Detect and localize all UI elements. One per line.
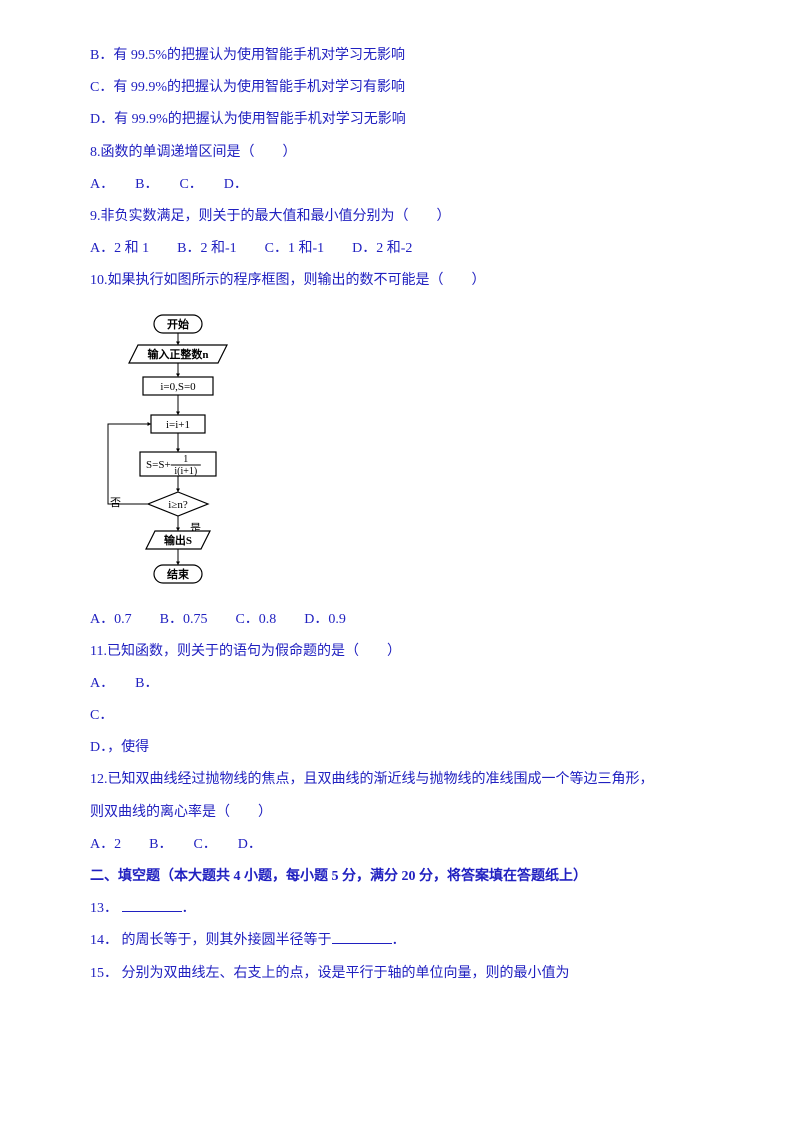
q10-options: A．0.7 B．0.75 C．0.8 D．0.9 bbox=[90, 604, 710, 636]
q11-option-ab: A． B． bbox=[90, 668, 710, 700]
q11-option-c: C． bbox=[90, 700, 710, 732]
q8-options: A． B． C． D． bbox=[90, 169, 710, 201]
svg-text:输入正整数n: 输入正整数n bbox=[147, 347, 208, 361]
q9-stem: 9.非负实数满足，则关于的最大值和最小值分别为（ ） bbox=[90, 201, 710, 233]
flowchart-figure: 是否开始输入正整数ni=0,S=0i=i+1S=S+1i(i+1)i≥n?输出S… bbox=[90, 306, 710, 596]
q7-option-b: B．有 99.5%的把握认为使用智能手机对学习无影响 bbox=[90, 40, 710, 72]
svg-text:i=i+1: i=i+1 bbox=[166, 419, 190, 431]
q13-blank[interactable] bbox=[122, 898, 182, 912]
section-2-heading: 二、填空题（本大题共 4 小题，每小题 5 分，满分 20 分，将答案填在答题纸… bbox=[90, 861, 710, 893]
svg-text:输出S: 输出S bbox=[164, 533, 192, 547]
svg-text:S=S+: S=S+ bbox=[146, 459, 171, 471]
svg-text:i(i+1): i(i+1) bbox=[174, 466, 197, 477]
q12-options: A．2 B． C． D． bbox=[90, 829, 710, 861]
svg-text:1: 1 bbox=[183, 454, 188, 465]
q12-stem-2: 则双曲线的离心率是（ ） bbox=[90, 797, 710, 829]
q14-post: ． bbox=[392, 933, 406, 948]
q10-stem: 10.如果执行如图所示的程序框图，则输出的数不可能是（ ） bbox=[90, 265, 710, 297]
q7-option-c: C．有 99.9%的把握认为使用智能手机对学习有影响 bbox=[90, 72, 710, 104]
q14-pre: 14． 的周长等于，则其外接圆半径等于 bbox=[90, 933, 332, 948]
q14-blank[interactable] bbox=[332, 930, 392, 944]
svg-text:i≥n?: i≥n? bbox=[168, 499, 188, 511]
svg-text:开始: 开始 bbox=[167, 317, 189, 331]
q13: 13． ． bbox=[90, 893, 710, 925]
q11-stem: 11.已知函数，则关于的语句为假命题的是（ ） bbox=[90, 636, 710, 668]
q14: 14． 的周长等于，则其外接圆半径等于 ． bbox=[90, 925, 710, 957]
svg-text:结束: 结束 bbox=[166, 567, 190, 581]
svg-text:否: 否 bbox=[110, 497, 121, 509]
q9-options: A．2 和 1 B．2 和-1 C．1 和-1 D．2 和-2 bbox=[90, 233, 710, 265]
q13-pre: 13． bbox=[90, 901, 122, 916]
q7-option-d: D．有 99.9%的把握认为使用智能手机对学习无影响 bbox=[90, 104, 710, 136]
q11-option-d: D．，使得 bbox=[90, 732, 710, 764]
flowchart-svg: 是否开始输入正整数ni=0,S=0i=i+1S=S+1i(i+1)i≥n?输出S… bbox=[90, 306, 265, 596]
q12-stem-1: 12.已知双曲线经过抛物线的焦点，且双曲线的渐近线与抛物线的准线围成一个等边三角… bbox=[90, 764, 710, 796]
svg-text:i=0,S=0: i=0,S=0 bbox=[160, 381, 196, 393]
q15: 15． 分别为双曲线左、右支上的点，设是平行于轴的单位向量，则的最小值为 bbox=[90, 958, 710, 990]
q8-stem: 8.函数的单调递增区间是（ ） bbox=[90, 137, 710, 169]
q13-post: ． bbox=[182, 901, 196, 916]
